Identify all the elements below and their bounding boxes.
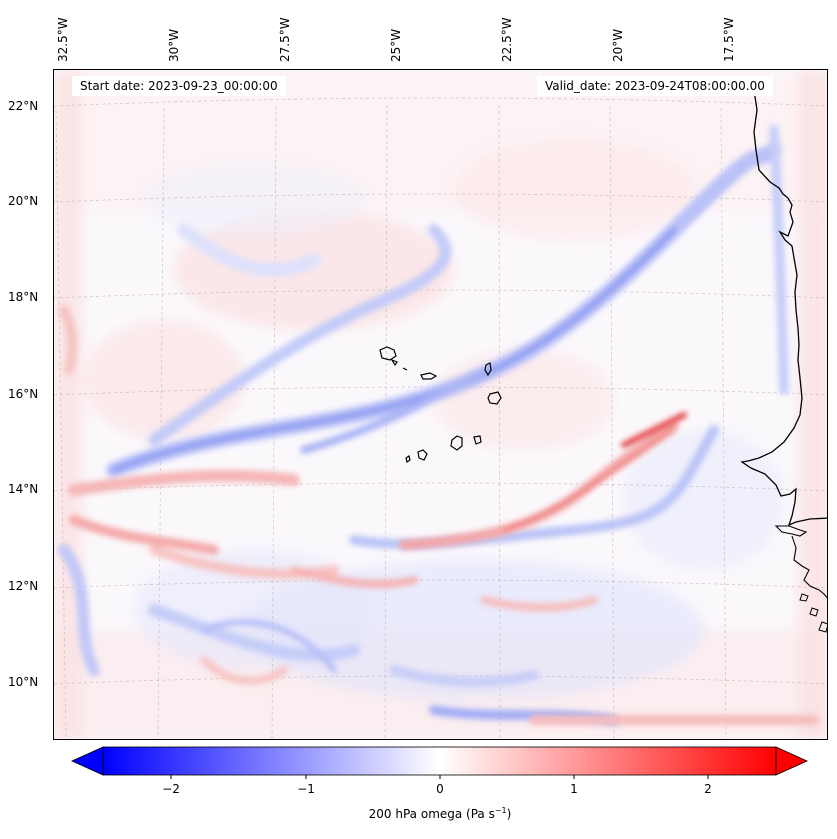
- lon-label-32-5w: 32.5°W: [56, 17, 70, 62]
- lon-label-30w: 30°W: [167, 28, 181, 62]
- colorbar-high-extension: [775, 746, 808, 776]
- lon-label-27-5w: 27.5°W: [278, 17, 292, 62]
- lon-label-17-5w: 17.5°W: [722, 17, 736, 62]
- bijagos-islands: [799, 593, 827, 633]
- lon-label-20w: 20°W: [611, 28, 625, 62]
- colorbar-tick-2: 2: [704, 782, 712, 796]
- colorbar-tick-0: 0: [436, 782, 444, 796]
- lat-label-18n: 18°N: [8, 290, 39, 304]
- colorbar-ticks: [170, 775, 709, 779]
- lat-label-16n: 16°N: [8, 387, 39, 401]
- blue-tint-background: [134, 165, 784, 700]
- gambia-river-outline: [774, 525, 808, 537]
- lon-label-22-5w: 22.5°W: [500, 17, 514, 62]
- omega-field-map: [54, 70, 827, 739]
- colorbar-label: 200 hPa omega (Pa s−1): [369, 806, 512, 821]
- colorbar-gradient: [102, 746, 777, 776]
- cape-verde-islands: [379, 346, 502, 463]
- colorbar-label-end: ): [506, 807, 512, 821]
- colorbar-tick-minus-1: −1: [297, 782, 315, 796]
- lat-label-14n: 14°N: [8, 482, 39, 496]
- colorbar-label-main: 200 hPa omega (Pa s: [368, 807, 495, 821]
- colorbar-label-exponent: −1: [494, 806, 507, 815]
- lat-label-22n: 22°N: [8, 99, 39, 113]
- omega-colorbar: [71, 746, 808, 779]
- blue-omega-bands: [58, 125, 789, 725]
- guinea-bissau-coastline: [791, 535, 827, 599]
- lat-label-12n: 12°N: [8, 579, 39, 593]
- lon-label-25w: 25°W: [389, 28, 403, 62]
- lat-label-10n: 10°N: [8, 675, 39, 689]
- colorbar-tick-1: 1: [570, 782, 578, 796]
- start-date-label: Start date: 2023-09-23_00:00:00: [72, 76, 286, 96]
- graticule: [54, 97, 827, 739]
- colorbar-low-extension: [71, 746, 104, 776]
- lat-label-20n: 20°N: [8, 194, 39, 208]
- red-omega-bands: [59, 305, 819, 726]
- valid-date-label: Valid_date: 2023-09-24T08:00:00.00: [537, 76, 773, 96]
- colorbar-tick-minus-2: −2: [162, 782, 180, 796]
- west-africa-coastline: [740, 89, 827, 527]
- omega-map-panel: [53, 69, 828, 740]
